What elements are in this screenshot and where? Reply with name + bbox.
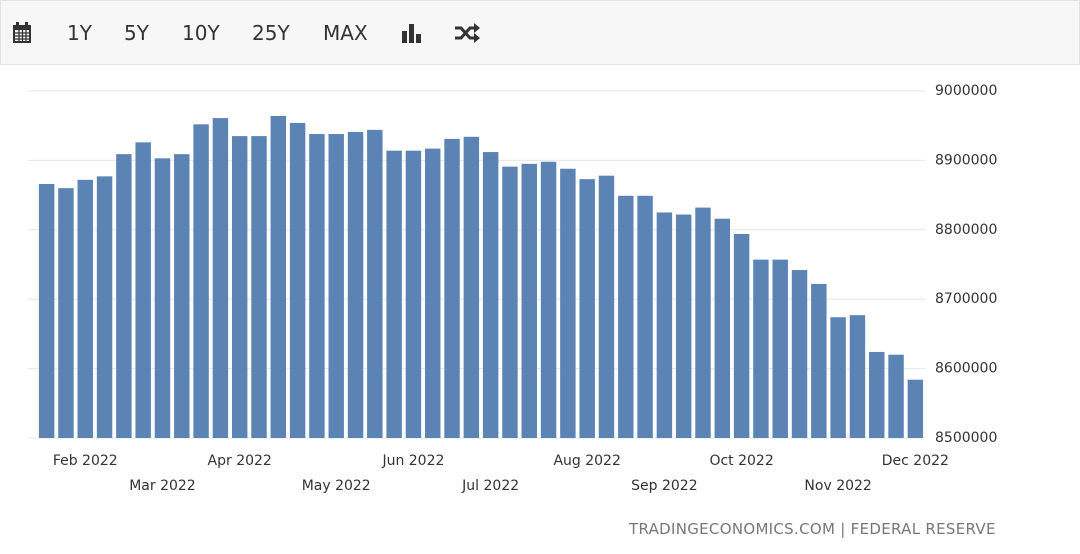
bar	[405, 150, 422, 438]
bar	[598, 175, 615, 438]
bar	[791, 270, 808, 438]
x-tick-label: Jul 2022	[461, 478, 519, 494]
calendar-icon[interactable]	[12, 22, 32, 44]
y-tick-label: 8500000	[935, 430, 997, 446]
bar	[347, 131, 364, 439]
y-tick-label: 8600000	[935, 361, 997, 377]
bar	[907, 379, 924, 438]
y-tick-label: 9000000	[935, 83, 997, 99]
x-tick-label: Dec 2022	[882, 453, 949, 469]
bar	[174, 154, 190, 439]
bar	[618, 195, 634, 438]
x-tick-label: Mar 2022	[129, 478, 196, 494]
bar	[96, 176, 113, 438]
bar	[38, 183, 55, 438]
bar	[367, 129, 383, 438]
bar	[733, 233, 750, 438]
bar	[231, 136, 248, 439]
x-tick-label: Nov 2022	[804, 478, 871, 494]
bar	[135, 142, 151, 438]
y-tick-label: 8700000	[935, 291, 997, 307]
bar	[579, 179, 595, 438]
bar	[289, 122, 306, 438]
bar	[309, 134, 325, 438]
bar	[521, 163, 537, 438]
chart-type-icon[interactable]	[401, 23, 423, 43]
bar	[482, 152, 499, 438]
bar	[425, 148, 441, 439]
x-tick-label: Jun 2022	[381, 453, 444, 469]
x-tick-label: Feb 2022	[53, 453, 118, 469]
bar	[77, 179, 93, 438]
range-button[interactable]: MAX	[323, 21, 368, 45]
range-button[interactable]: 25Y	[252, 21, 290, 45]
bar	[212, 118, 229, 438]
x-tick-label: Aug 2022	[553, 453, 620, 469]
bar	[154, 158, 171, 438]
bar	[328, 134, 344, 438]
bar	[675, 214, 692, 438]
bar	[888, 354, 904, 438]
bar	[637, 195, 653, 438]
y-tick-label: 8800000	[935, 222, 997, 238]
bar	[386, 150, 402, 438]
bar	[811, 283, 827, 438]
range-button[interactable]: 1Y	[67, 21, 92, 45]
toolbar: 1Y 5Y 10Y 25Y MAX	[0, 0, 1080, 65]
x-tick-label: May 2022	[302, 478, 371, 494]
bar	[830, 317, 846, 438]
range-button[interactable]: 10Y	[182, 21, 220, 45]
bar	[753, 259, 769, 438]
x-tick-label: Oct 2022	[709, 453, 773, 469]
x-tick-label: Apr 2022	[208, 453, 272, 469]
bar	[463, 136, 480, 438]
bar	[58, 188, 74, 438]
bar	[849, 315, 866, 438]
range-button[interactable]: 5Y	[124, 21, 149, 45]
bar	[656, 212, 673, 438]
bar	[560, 168, 576, 438]
bar	[251, 136, 267, 439]
bar	[444, 138, 460, 439]
bar	[695, 207, 711, 438]
bar	[270, 115, 287, 438]
bar	[540, 161, 557, 438]
bar	[502, 166, 518, 438]
x-tick-label: Sep 2022	[631, 478, 697, 494]
bar	[869, 351, 885, 438]
bar	[772, 259, 788, 438]
bar	[193, 124, 209, 438]
compare-icon[interactable]	[454, 23, 480, 43]
source: TRADINGECONOMICS.COM | FEDERAL RESERVE	[629, 520, 996, 538]
y-tick-label: 8900000	[935, 152, 997, 168]
bar	[714, 218, 731, 438]
bar	[116, 154, 132, 439]
